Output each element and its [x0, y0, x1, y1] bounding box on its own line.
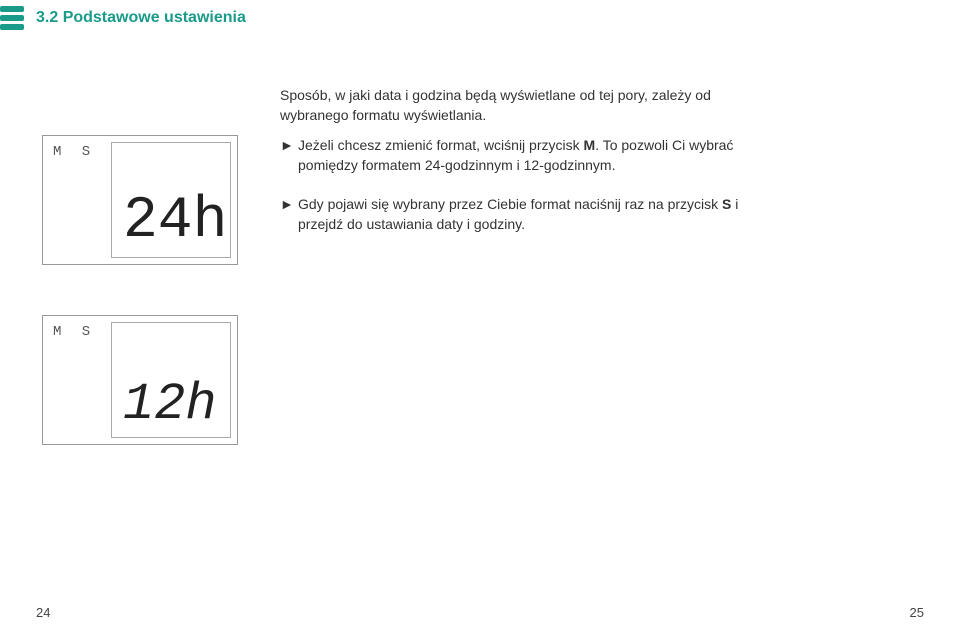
instruction-list: ►Jeżeli chcesz zmienić format, wciśnij p… [280, 135, 740, 252]
accent-bar [0, 15, 24, 21]
accent-bar [0, 6, 24, 12]
ms-label: M S [53, 324, 96, 340]
instruction-item: ►Gdy pojawi się wybrany przez Ciebie for… [280, 194, 740, 235]
ms-label: M S [53, 144, 96, 160]
instruction-item: ►Jeżeli chcesz zmienić format, wciśnij p… [280, 135, 740, 176]
instruction-text: Jeżeli chcesz zmienić format, wciśnij pr… [298, 135, 740, 176]
section-header: 3.2 Podstawowe ustawienia [0, 6, 246, 30]
segment-readout: 24h [123, 189, 227, 254]
arrow-icon: ► [280, 194, 298, 235]
device-display-12h: M S 12h [42, 315, 238, 445]
intro-paragraph: Sposób, w jaki data i godzina będą wyświ… [280, 85, 760, 126]
segment-readout: 12h [123, 375, 217, 434]
section-title: 3.2 Podstawowe ustawienia [36, 9, 246, 27]
arrow-icon: ► [280, 135, 298, 176]
page-number-right: 25 [910, 605, 924, 620]
accent-bar [0, 24, 24, 30]
page-number-left: 24 [36, 605, 50, 620]
device-display-12h-wrapper: M S 12h [42, 315, 280, 445]
content-row-1: M S 24h ►Jeżeli chcesz zmienić format, w… [42, 135, 740, 265]
device-display-24h: M S 24h [42, 135, 238, 265]
instruction-text: Gdy pojawi się wybrany przez Ciebie form… [298, 194, 740, 235]
accent-bars [0, 6, 24, 30]
